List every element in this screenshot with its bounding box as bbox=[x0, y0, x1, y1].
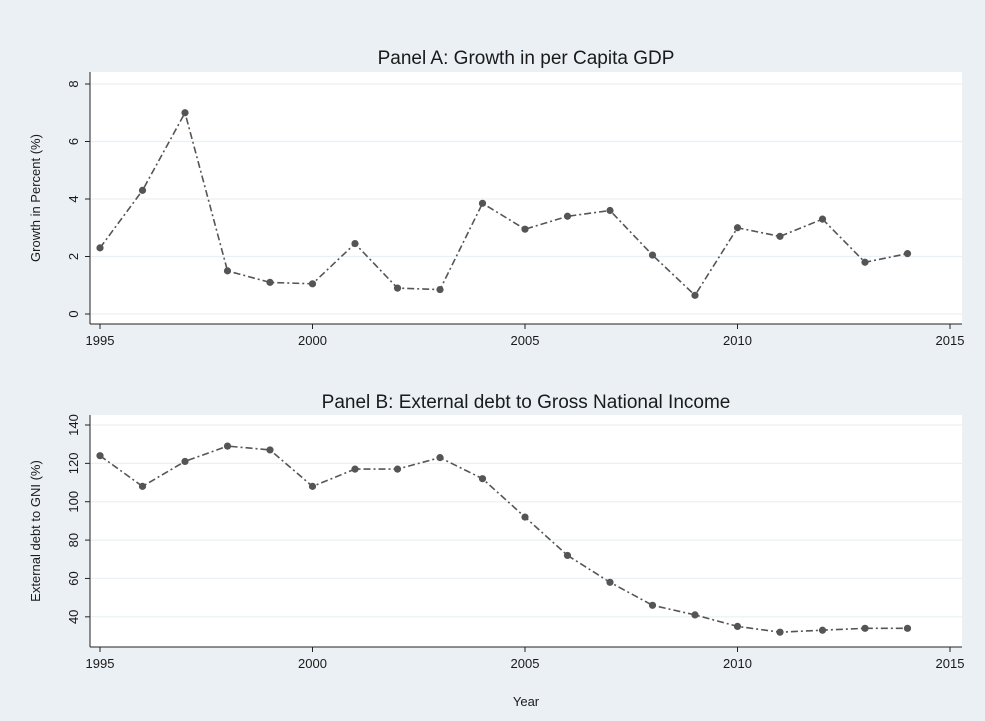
panel-a-y-tick-label: 0 bbox=[66, 310, 81, 317]
panel-a-data-point bbox=[223, 267, 232, 275]
panel-a-grid bbox=[91, 83, 962, 315]
panel-a-chart: Panel A: Growth in per Capita GDP Growth… bbox=[28, 48, 964, 348]
panel-b-y-tick-label: 40 bbox=[66, 610, 81, 624]
panel-b-series-line bbox=[99, 445, 908, 634]
panel-b-data-point bbox=[96, 452, 104, 460]
panel-b-grid bbox=[91, 424, 962, 618]
panel-b-data-point bbox=[138, 482, 147, 490]
panel-b-y-tick-label: 100 bbox=[66, 491, 81, 513]
panel-b-data-point bbox=[903, 624, 912, 632]
panel-a-data-point bbox=[138, 186, 147, 194]
panel-b-data-point bbox=[563, 551, 572, 560]
panel-b-data-point bbox=[606, 578, 614, 586]
panel-a-markers bbox=[96, 109, 912, 299]
panel-b-x-tick-label: 1995 bbox=[86, 656, 115, 671]
panel-a-data-point bbox=[818, 215, 827, 223]
panel-a-data-point bbox=[733, 224, 742, 232]
panel-b-x-tick-label: 2005 bbox=[511, 656, 540, 671]
panel-b-x-tick-label: 2010 bbox=[723, 656, 752, 671]
panel-a-data-point bbox=[861, 258, 869, 266]
panel-a-data-point bbox=[478, 199, 487, 207]
panel-b-x-axis-title: Year bbox=[513, 694, 540, 709]
panel-a-x-ticks: 1995 2000 2005 2010 2015 bbox=[86, 324, 965, 348]
panel-b-data-point bbox=[436, 454, 444, 462]
panel-b-data-point bbox=[223, 442, 232, 450]
panel-b-data-point bbox=[266, 446, 274, 454]
panel-b-data-point bbox=[691, 611, 699, 619]
panel-a-data-point bbox=[521, 225, 529, 233]
panel-a-data-point bbox=[606, 206, 614, 215]
panel-b-data-point bbox=[648, 601, 657, 609]
panel-a-y-tick-label: 4 bbox=[66, 195, 81, 202]
panel-b-data-point bbox=[181, 457, 189, 466]
panel-b-data-point bbox=[351, 465, 359, 473]
panel-a-data-point bbox=[436, 285, 444, 294]
panel-a-data-point bbox=[96, 244, 104, 252]
panel-a-x-tick-label: 2000 bbox=[298, 333, 327, 348]
panel-a-data-point bbox=[266, 278, 274, 286]
panel-b-x-tick-label: 2000 bbox=[298, 656, 327, 671]
panel-a-x-tick-label: 2010 bbox=[723, 333, 752, 348]
panel-b-data-point bbox=[308, 482, 317, 490]
panel-b-data-point bbox=[776, 628, 784, 636]
panel-a-y-axis-title: Growth in Percent (%) bbox=[28, 134, 43, 262]
panel-a-title: Panel A: Growth in per Capita GDP bbox=[378, 48, 675, 69]
panel-a-data-point bbox=[351, 239, 359, 248]
panel-a-x-tick-label: 1995 bbox=[86, 333, 115, 348]
panel-a-series-line bbox=[99, 110, 908, 297]
panel-a-plot-area bbox=[90, 72, 962, 324]
panel-a-data-point bbox=[181, 109, 189, 117]
panel-a-data-point bbox=[776, 232, 784, 240]
panel-a-y-tick-label: 6 bbox=[66, 138, 81, 145]
panel-a-data-point bbox=[393, 284, 402, 292]
panel-b-data-point bbox=[818, 626, 827, 634]
panel-a-data-point bbox=[691, 291, 699, 299]
panel-b-y-tick-label: 80 bbox=[66, 533, 81, 547]
panel-b-x-ticks: 1995 2000 2005 2010 2015 bbox=[86, 647, 965, 671]
panel-b-chart: Panel B: External debt to Gross National… bbox=[28, 392, 964, 709]
panel-b-y-tick-label: 60 bbox=[66, 571, 81, 585]
panel-b-y-tick-label: 120 bbox=[66, 453, 81, 475]
panel-a-x-tick-label: 2015 bbox=[936, 333, 965, 348]
panel-a-data-point bbox=[903, 250, 912, 258]
panel-b-data-point bbox=[733, 622, 742, 631]
panel-a-y-tick-label: 8 bbox=[66, 80, 81, 87]
panel-b-plot-area bbox=[90, 415, 962, 647]
panel-a-data-point bbox=[308, 280, 317, 288]
panel-b-markers bbox=[96, 442, 912, 636]
panel-b-data-point bbox=[478, 475, 487, 483]
panel-b-y-ticks: 40 60 80 100 120 140 bbox=[66, 414, 90, 624]
panel-a-y-ticks: 0 2 4 6 8 bbox=[66, 80, 90, 318]
panel-a-y-tick-label: 2 bbox=[66, 253, 81, 260]
panel-b-x-tick-label: 2015 bbox=[936, 656, 965, 671]
panel-b-data-point bbox=[521, 513, 529, 521]
panel-a-x-tick-label: 2005 bbox=[511, 333, 540, 348]
panel-b-title: Panel B: External debt to Gross National… bbox=[322, 392, 731, 413]
panel-b-data-point bbox=[393, 465, 402, 473]
panel-b-y-tick-label: 140 bbox=[66, 414, 81, 436]
panel-a-data-point bbox=[648, 251, 657, 259]
panel-b-data-point bbox=[861, 624, 869, 632]
panel-a-data-point bbox=[563, 212, 572, 220]
panel-b-y-axis-title: External debt to GNI (%) bbox=[28, 460, 43, 602]
